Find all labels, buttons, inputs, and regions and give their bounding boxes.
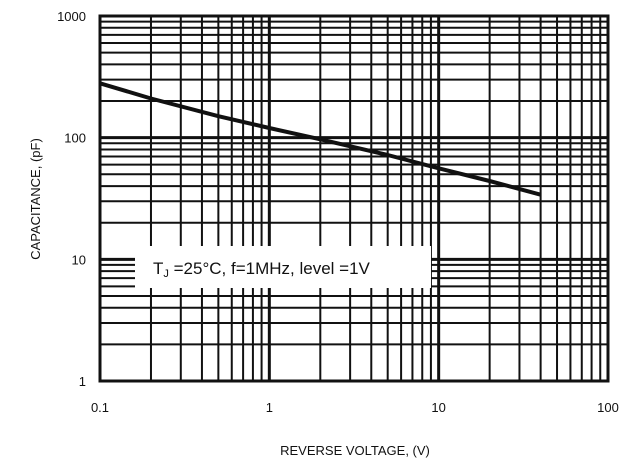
annotation-text: TJ =25°C, f=1MHz, level =1V bbox=[153, 259, 371, 280]
y-tick-label: 1000 bbox=[57, 9, 86, 24]
x-tick-label: 1 bbox=[266, 400, 273, 415]
x-tick-labels: 0.1 1 10 100 bbox=[91, 400, 619, 415]
annotation-prefix: T bbox=[153, 259, 163, 278]
plot-frame bbox=[98, 14, 610, 383]
x-axis-title: REVERSE VOLTAGE, (V) bbox=[280, 443, 430, 458]
annotation-box: TJ =25°C, f=1MHz, level =1V bbox=[135, 246, 431, 288]
y-tick-labels: 1 10 100 1000 bbox=[57, 9, 86, 389]
y-tick-label: 100 bbox=[64, 131, 86, 146]
y-tick-label: 10 bbox=[72, 252, 86, 267]
y-tick-label: 1 bbox=[79, 374, 86, 389]
annotation-background bbox=[135, 246, 431, 288]
y-axis-title: CAPACITANCE, (pF) bbox=[28, 138, 43, 260]
x-tick-label: 0.1 bbox=[91, 400, 109, 415]
capacitance-curve bbox=[99, 81, 542, 197]
annotation-rest: =25°C, f=1MHz, level =1V bbox=[169, 259, 371, 278]
x-tick-label: 100 bbox=[597, 400, 619, 415]
annotation-subscript: J bbox=[163, 268, 169, 280]
series bbox=[99, 81, 542, 197]
x-tick-label: 10 bbox=[431, 400, 445, 415]
grid bbox=[98, 16, 608, 383]
